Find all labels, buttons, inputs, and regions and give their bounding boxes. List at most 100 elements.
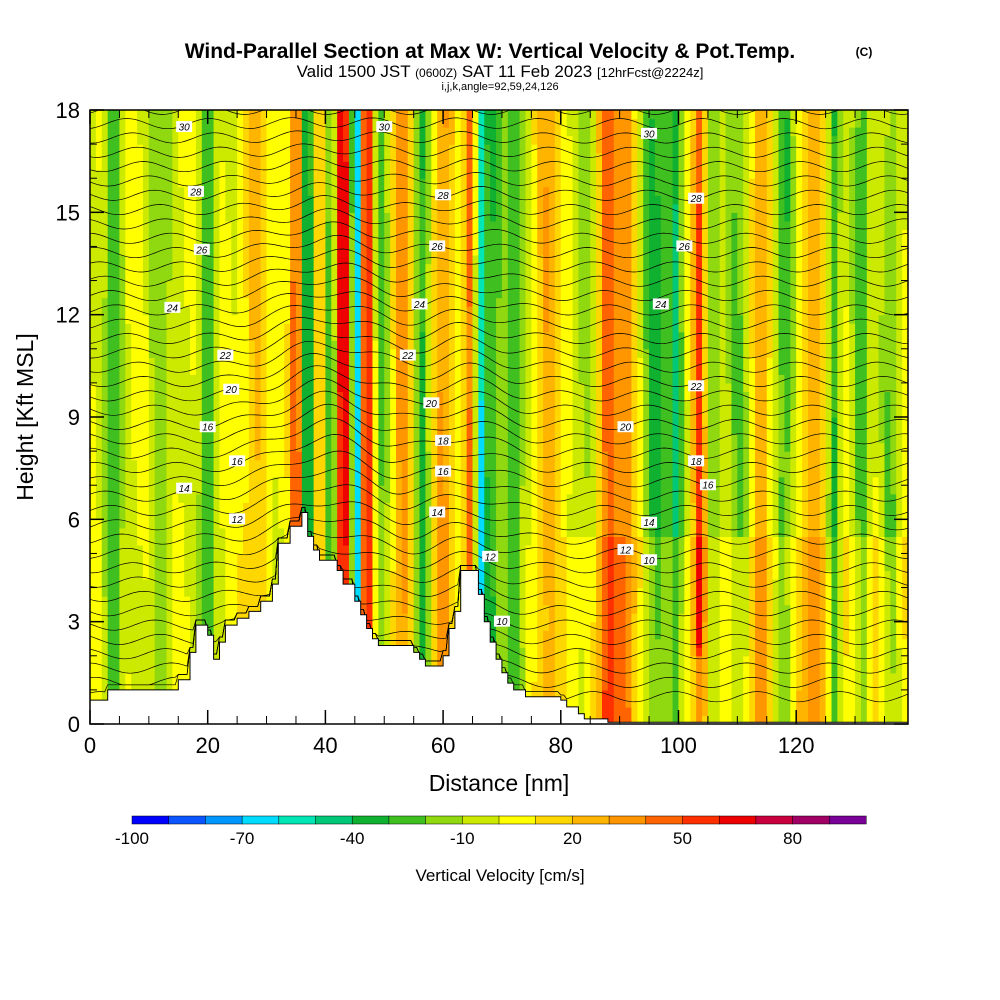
velocity-cell bbox=[178, 621, 185, 631]
velocity-cell bbox=[396, 331, 403, 341]
velocity-cell bbox=[113, 536, 121, 546]
velocity-cell bbox=[413, 391, 421, 401]
velocity-cell bbox=[137, 630, 144, 640]
velocity-cell bbox=[201, 519, 209, 529]
velocity-cell bbox=[172, 203, 179, 213]
velocity-cell bbox=[178, 434, 185, 444]
velocity-cell bbox=[343, 561, 350, 572]
velocity-cell bbox=[119, 681, 126, 691]
velocity-cell bbox=[484, 220, 491, 230]
velocity-cell bbox=[443, 493, 450, 503]
velocity-cell bbox=[466, 280, 474, 290]
velocity-cell bbox=[278, 220, 285, 230]
velocity-cell bbox=[413, 519, 421, 529]
velocity-cell bbox=[190, 152, 197, 162]
velocity-cell bbox=[113, 331, 121, 341]
velocity-cell bbox=[390, 229, 397, 239]
velocity-cell bbox=[419, 587, 427, 597]
velocity-cell bbox=[378, 408, 385, 418]
velocity-cell bbox=[119, 502, 126, 512]
velocity-cell bbox=[360, 502, 368, 512]
velocity-cell bbox=[372, 510, 379, 520]
velocity-cell bbox=[148, 408, 156, 418]
velocity-cell bbox=[160, 613, 168, 623]
velocity-cell bbox=[95, 348, 103, 358]
velocity-cell bbox=[295, 374, 303, 384]
velocity-cell bbox=[325, 254, 332, 265]
velocity-cell bbox=[254, 340, 262, 350]
velocity-cell bbox=[413, 417, 421, 427]
velocity-cell bbox=[254, 485, 262, 495]
velocity-cell bbox=[125, 229, 132, 239]
velocity-cell bbox=[131, 254, 138, 265]
velocity-cell bbox=[460, 212, 468, 222]
velocity-cell bbox=[366, 468, 374, 478]
velocity-cell bbox=[331, 272, 338, 282]
velocity-cell bbox=[131, 127, 138, 137]
velocity-cell bbox=[160, 604, 168, 614]
velocity-cell bbox=[407, 417, 415, 427]
velocity-cell bbox=[401, 476, 409, 486]
velocity-cell bbox=[225, 306, 232, 316]
velocity-cell bbox=[295, 357, 303, 367]
velocity-cell bbox=[207, 476, 215, 486]
velocity-cell bbox=[95, 442, 103, 452]
velocity-cell bbox=[484, 263, 491, 273]
velocity-cell bbox=[90, 502, 97, 512]
velocity-cell bbox=[254, 323, 262, 333]
velocity-cell bbox=[384, 297, 391, 307]
velocity-cell bbox=[301, 229, 309, 239]
velocity-cell bbox=[348, 451, 356, 461]
velocity-cell bbox=[184, 587, 191, 597]
velocity-cell bbox=[219, 297, 226, 307]
velocity-cell bbox=[313, 434, 321, 444]
velocity-cell bbox=[466, 348, 474, 358]
velocity-cell bbox=[478, 459, 485, 469]
velocity-cell bbox=[419, 306, 427, 316]
velocity-cell bbox=[348, 544, 356, 555]
velocity-cell bbox=[348, 152, 356, 162]
velocity-cell bbox=[113, 502, 121, 512]
velocity-cell bbox=[125, 297, 132, 307]
velocity-cell bbox=[278, 212, 285, 222]
velocity-cell bbox=[372, 263, 379, 273]
velocity-cell bbox=[254, 561, 262, 572]
velocity-cell bbox=[137, 425, 144, 435]
velocity-cell bbox=[466, 425, 474, 435]
velocity-cell bbox=[266, 502, 274, 512]
velocity-cell bbox=[431, 212, 438, 222]
velocity-cell bbox=[496, 630, 503, 640]
velocity-cell bbox=[490, 613, 497, 623]
velocity-cell bbox=[119, 425, 126, 435]
velocity-cell bbox=[313, 417, 321, 427]
velocity-cell bbox=[225, 391, 232, 401]
velocity-cell bbox=[325, 536, 332, 546]
velocity-cell bbox=[478, 178, 485, 188]
velocity-cell bbox=[484, 212, 491, 222]
velocity-cell bbox=[237, 212, 244, 222]
velocity-cell bbox=[225, 374, 232, 384]
velocity-cell bbox=[372, 502, 379, 512]
velocity-cell bbox=[190, 425, 197, 435]
velocity-cell bbox=[142, 280, 150, 290]
velocity-cell bbox=[331, 417, 338, 427]
velocity-cell bbox=[413, 510, 421, 520]
velocity-cell bbox=[178, 280, 185, 290]
velocity-cell bbox=[172, 246, 179, 256]
velocity-cell bbox=[396, 135, 403, 145]
velocity-cell bbox=[313, 229, 321, 239]
velocity-cell bbox=[278, 399, 285, 410]
velocity-cell bbox=[113, 621, 121, 631]
velocity-cell bbox=[443, 280, 450, 290]
velocity-cell bbox=[125, 527, 132, 537]
velocity-cell bbox=[437, 348, 444, 358]
velocity-cell bbox=[178, 442, 185, 452]
velocity-cell bbox=[472, 391, 479, 401]
velocity-cell bbox=[331, 451, 338, 461]
velocity-cell bbox=[148, 135, 156, 145]
velocity-cell bbox=[254, 272, 262, 282]
velocity-cell bbox=[490, 169, 497, 179]
velocity-cell bbox=[243, 451, 250, 461]
velocity-cell bbox=[343, 493, 350, 503]
valid-date: SAT 11 Feb 2023 bbox=[462, 62, 592, 81]
